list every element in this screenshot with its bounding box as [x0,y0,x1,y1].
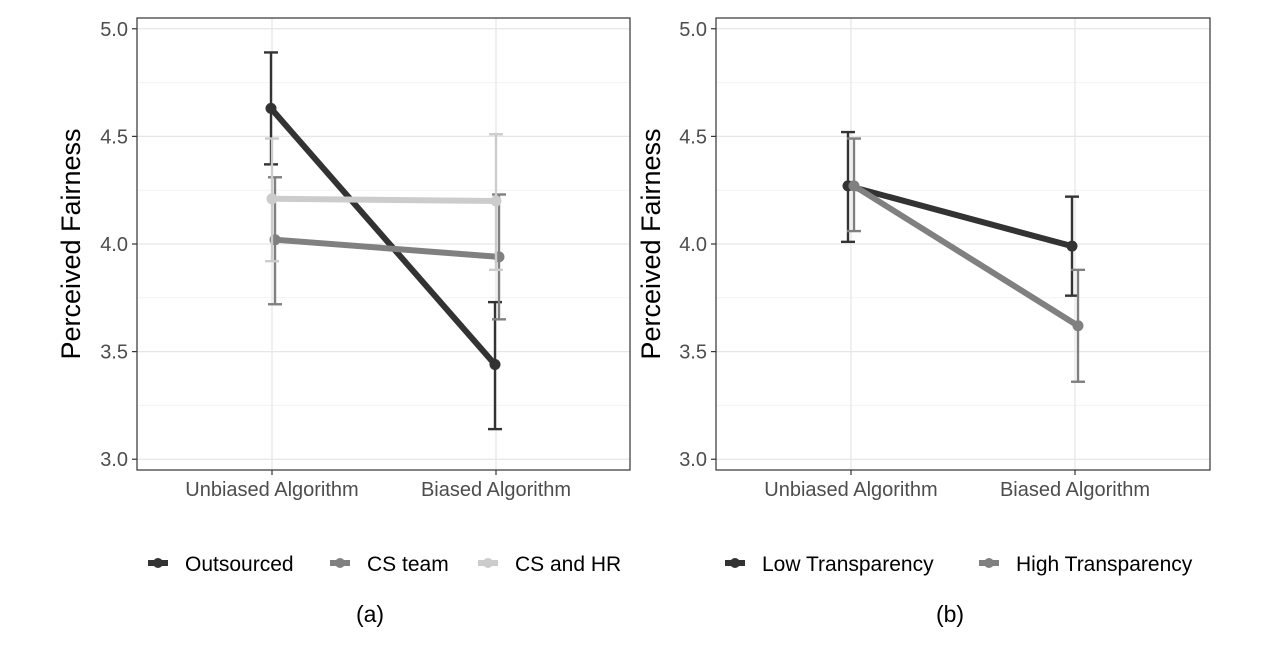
panel-a: 3.0 3.5 4.0 4.5 5.0 Unbiased Algorithm Biased … [56,17,631,627]
y-tick-label: 4.5 [679,126,707,148]
panel-b: 3.0 3.5 4.0 4.5 5.0 Unbiased Algorithm Biased … [636,17,1211,627]
data-point [1072,320,1084,332]
panel-border [136,17,631,471]
legend-marker [984,558,994,568]
y-tick-label: 4.0 [679,234,707,256]
data-point [266,193,278,205]
data-point [1066,240,1078,252]
x-tick-label: Unbiased Algorithm [764,479,937,501]
x-tick-label: Unbiased Algorithm [185,479,358,501]
panel-border [715,17,1211,471]
legend-marker [730,558,740,568]
y-tick-label: 5.0 [679,19,707,41]
panel-caption: (a) [356,601,384,627]
legend-marker [153,558,163,568]
series-line [269,195,499,204]
data-point [848,180,860,192]
y-axis-title: Perceived Fairness [636,128,666,359]
data-point [489,359,501,371]
panel-caption: (b) [936,601,964,627]
legend-label: CS and HR [515,553,621,576]
y-tick-label: 3.0 [679,449,707,471]
legend-marker [483,558,493,568]
legend-label: CS team [367,553,449,576]
series-line [845,182,1075,250]
series-line [268,105,498,368]
legend-marker [335,558,345,568]
y-tick-label: 4.5 [100,126,128,148]
legend-label: High Transparency [1016,553,1193,576]
y-tick-label: 3.0 [100,449,128,471]
data-point [490,195,502,207]
series-line [272,236,502,260]
legend-label: Low Transparency [762,553,934,576]
legend-label: Outsourced [185,553,294,576]
y-axis-title: Perceived Fairness [56,128,86,359]
data-point [265,102,277,114]
series-line [851,182,1081,329]
y-tick-label: 3.5 [679,342,707,364]
x-tick-label: Biased Algorithm [1000,479,1150,501]
y-tick-label: 3.5 [100,342,128,364]
y-tick-label: 5.0 [100,19,128,41]
y-tick-label: 4.0 [100,234,128,256]
x-tick-label: Biased Algorithm [421,479,571,501]
